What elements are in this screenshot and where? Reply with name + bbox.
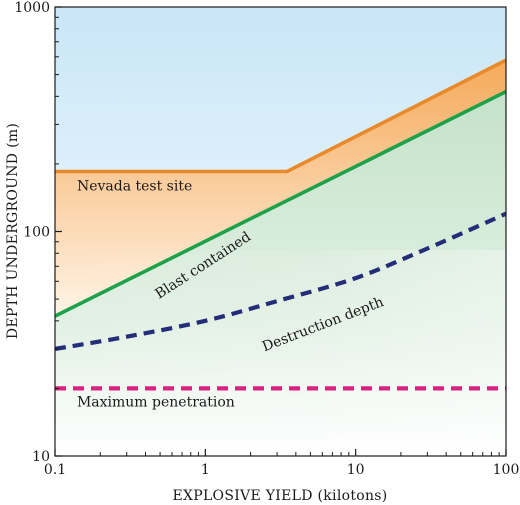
x-tick-label: 10 <box>347 462 365 478</box>
lower-right-fade <box>55 250 506 456</box>
series-layer <box>55 58 506 391</box>
x-tick-label: 0.1 <box>44 462 66 478</box>
y-tick-label: 10 <box>32 449 50 465</box>
plot-background <box>55 7 506 456</box>
y-tick-label: 1000 <box>14 0 50 16</box>
x-tick-label: 100 <box>493 462 520 478</box>
series-label-nevada-test-site: Nevada test site <box>77 179 192 195</box>
series-label-maximum-penetration: Maximum penetration <box>77 395 235 411</box>
ticks-layer: 0.1 1 10 100 10 100 1000 <box>14 0 519 478</box>
y-axis-title: DEPTH UNDERGROUND (m) <box>5 123 21 339</box>
series-line-blast-contained <box>55 89 506 318</box>
x-tick-label: 1 <box>201 462 210 478</box>
series-line-destruction-depth <box>55 211 506 351</box>
series-line-nevada-test-site <box>55 58 506 174</box>
y-tick-label: 100 <box>23 225 50 241</box>
x-axis-title: EXPLOSIVE YIELD (kilotons) <box>172 488 387 504</box>
